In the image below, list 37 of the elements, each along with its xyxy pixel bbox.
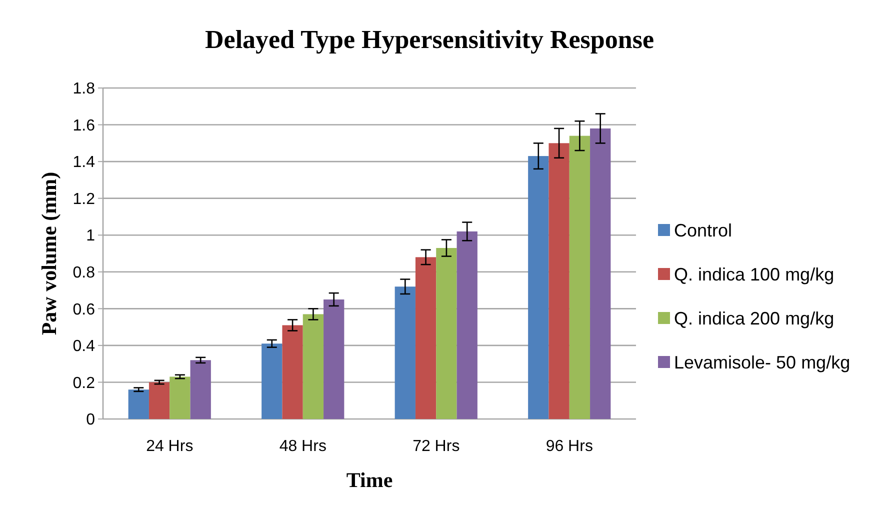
bar [262, 344, 282, 419]
y-tick-label: 0.6 [72, 301, 96, 318]
x-tick-label: 96 Hrs [546, 438, 593, 455]
y-tick-label: 0.8 [72, 264, 96, 282]
y-tick-label: 0 [86, 412, 96, 429]
y-axis-title: Paw volume (mm) [37, 172, 61, 336]
bar [324, 299, 344, 419]
bar [436, 248, 457, 419]
x-tick-label: 24 Hrs [146, 438, 194, 455]
bar [190, 360, 211, 419]
bar [415, 257, 436, 419]
y-tick-label: 0.4 [72, 338, 96, 356]
bar [128, 390, 149, 419]
chart-title: Delayed Type Hypersensitivity Response [205, 25, 654, 54]
x-axis-title: Time [346, 468, 393, 492]
y-tick-label: 1.6 [72, 117, 96, 134]
legend-label: Q. indica 200 mg/kg [674, 308, 834, 328]
bar [528, 156, 549, 419]
legend-label: Control [674, 220, 732, 240]
legend-label: Q. indica 100 mg/kg [674, 264, 834, 284]
x-tick-label: 48 Hrs [279, 438, 326, 455]
bar [548, 143, 570, 419]
y-tick-label: 1.4 [72, 154, 96, 172]
bar [456, 231, 478, 419]
bar [148, 382, 170, 419]
bar [282, 325, 303, 419]
y-tick-label: 0.2 [72, 374, 96, 392]
bar [302, 314, 324, 419]
legend-label: Levamisole- 50 mg/kg [674, 352, 850, 372]
x-tick-label: 72 Hrs [412, 438, 460, 455]
bar [569, 136, 590, 419]
bar [170, 376, 190, 419]
y-tick-label: 1 [86, 228, 96, 245]
bar [394, 286, 416, 419]
y-tick-label: 1.2 [72, 190, 96, 208]
y-tick-label: 1.8 [72, 80, 96, 98]
bar [590, 128, 611, 419]
